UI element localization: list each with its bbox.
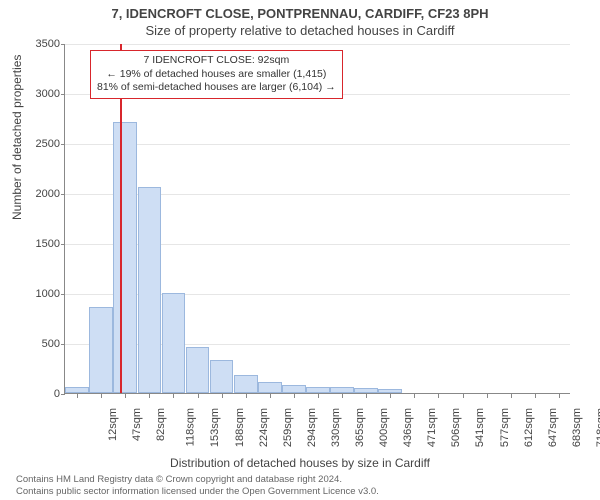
- y-tick-label: 0: [20, 388, 60, 400]
- y-tick-mark: [61, 44, 65, 45]
- annotation-line: 81% of semi-detached houses are larger (…: [97, 81, 336, 95]
- x-tick-label: 471sqm: [426, 408, 438, 447]
- footer-line: Contains public sector information licen…: [16, 486, 379, 498]
- x-tick-mark: [511, 394, 512, 398]
- y-tick-label: 500: [20, 338, 60, 350]
- x-tick-mark: [125, 394, 126, 398]
- x-tick-mark: [294, 394, 295, 398]
- x-tick-label: 400sqm: [378, 408, 390, 447]
- x-tick-mark: [463, 394, 464, 398]
- y-tick-mark: [61, 194, 65, 195]
- annotation-line: 7 IDENCROFT CLOSE: 92sqm: [97, 54, 336, 68]
- x-tick-label: 647sqm: [547, 408, 559, 447]
- y-tick-label: 3500: [20, 38, 60, 50]
- x-tick-label: 683sqm: [571, 408, 583, 447]
- y-tick-label: 2500: [20, 138, 60, 150]
- histogram-bar: [282, 385, 306, 393]
- histogram-bar: [138, 187, 162, 393]
- x-tick-label: 118sqm: [185, 408, 197, 446]
- x-tick-mark: [559, 394, 560, 398]
- chart-title-line1: 7, IDENCROFT CLOSE, PONTPRENNAU, CARDIFF…: [0, 0, 600, 21]
- y-tick-label: 1000: [20, 288, 60, 300]
- histogram-bar: [378, 389, 402, 393]
- gridline: [65, 44, 570, 45]
- footer-line: Contains HM Land Registry data © Crown c…: [16, 474, 379, 486]
- x-tick-label: 224sqm: [258, 408, 270, 447]
- x-tick-label: 259sqm: [282, 408, 294, 447]
- y-tick-label: 1500: [20, 238, 60, 250]
- x-tick-label: 153sqm: [210, 408, 222, 447]
- y-tick-mark: [61, 344, 65, 345]
- x-tick-label: 330sqm: [330, 408, 342, 447]
- histogram-bar: [65, 387, 89, 393]
- x-tick-mark: [390, 394, 391, 398]
- x-tick-label: 541sqm: [475, 408, 487, 447]
- y-tick-mark: [61, 244, 65, 245]
- x-tick-label: 612sqm: [523, 408, 535, 447]
- y-tick-mark: [61, 94, 65, 95]
- x-tick-label: 436sqm: [402, 408, 414, 447]
- gridline: [65, 144, 570, 145]
- histogram-bar: [210, 360, 234, 393]
- annotation-line: ← 19% of detached houses are smaller (1,…: [97, 68, 336, 82]
- x-tick-mark: [535, 394, 536, 398]
- x-tick-mark: [366, 394, 367, 398]
- x-tick-mark: [270, 394, 271, 398]
- x-tick-mark: [414, 394, 415, 398]
- x-tick-label: 47sqm: [131, 408, 143, 441]
- histogram-bar: [113, 122, 137, 393]
- footer: Contains HM Land Registry data © Crown c…: [16, 474, 379, 498]
- x-axis-label: Distribution of detached houses by size …: [0, 456, 600, 470]
- x-tick-mark: [173, 394, 174, 398]
- histogram-bar: [234, 375, 258, 393]
- histogram-bar: [258, 382, 282, 393]
- x-tick-label: 718sqm: [595, 408, 600, 447]
- x-tick-mark: [438, 394, 439, 398]
- x-tick-mark: [149, 394, 150, 398]
- chart-container: 7, IDENCROFT CLOSE, PONTPRENNAU, CARDIFF…: [0, 0, 600, 500]
- x-tick-label: 12sqm: [107, 408, 119, 441]
- y-tick-mark: [61, 144, 65, 145]
- x-tick-mark: [198, 394, 199, 398]
- x-tick-mark: [246, 394, 247, 398]
- x-tick-mark: [342, 394, 343, 398]
- histogram-bar: [330, 387, 354, 393]
- x-tick-label: 82sqm: [155, 408, 167, 441]
- x-tick-mark: [487, 394, 488, 398]
- histogram-bar: [162, 293, 186, 393]
- histogram-bar: [306, 387, 330, 393]
- chart-title-line2: Size of property relative to detached ho…: [0, 21, 600, 38]
- x-tick-label: 577sqm: [499, 408, 511, 447]
- y-tick-mark: [61, 394, 65, 395]
- x-tick-mark: [77, 394, 78, 398]
- x-tick-mark: [101, 394, 102, 398]
- x-tick-mark: [222, 394, 223, 398]
- x-tick-label: 294sqm: [306, 408, 318, 447]
- x-tick-mark: [318, 394, 319, 398]
- x-tick-label: 365sqm: [354, 408, 366, 447]
- y-tick-label: 2000: [20, 188, 60, 200]
- y-tick-mark: [61, 294, 65, 295]
- y-tick-label: 3000: [20, 88, 60, 100]
- histogram-bar: [354, 388, 378, 393]
- histogram-bar: [89, 307, 113, 393]
- x-tick-label: 188sqm: [234, 408, 246, 447]
- annotation-box: 7 IDENCROFT CLOSE: 92sqm ← 19% of detach…: [90, 50, 343, 99]
- histogram-bar: [186, 347, 210, 393]
- x-tick-label: 506sqm: [451, 408, 463, 447]
